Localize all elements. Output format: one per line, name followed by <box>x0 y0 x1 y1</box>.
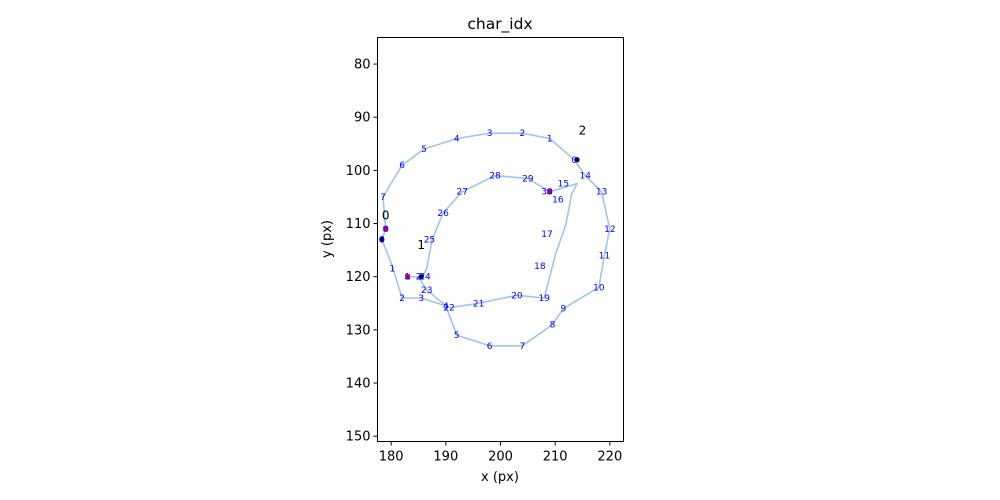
point-label-29: 21 <box>473 299 484 309</box>
point-label-22: 7 <box>380 193 386 203</box>
point-label-39: 27 <box>457 188 468 198</box>
x-tick-label-2: 200 <box>488 450 513 465</box>
x-axis: 180 190 200 210 220 <box>379 441 622 465</box>
point-label-40: 26 <box>437 209 449 219</box>
point-label-13: 13 <box>596 188 607 198</box>
series-line-0 <box>381 132 611 347</box>
point-label-6: 6 <box>487 342 493 352</box>
point-label-17: 2 <box>519 129 525 139</box>
end-marker-2 <box>574 157 580 163</box>
stroke-label-1: 1 <box>417 238 425 252</box>
point-label-31: 19 <box>539 294 551 304</box>
point-label-18: 3 <box>487 129 493 139</box>
point-label-32: 18 <box>534 262 546 272</box>
point-label-0: 0 <box>383 225 389 235</box>
point-label-30: 20 <box>511 291 523 301</box>
point-label-36: 30 <box>541 188 553 198</box>
y-tick-label-1: 90 <box>354 111 371 126</box>
point-label-37: 29 <box>522 174 534 184</box>
y-tick-label-4: 120 <box>346 270 371 285</box>
start-marker-1 <box>405 274 411 280</box>
point-label-21: 6 <box>399 161 405 171</box>
point-label-20: 5 <box>421 145 427 155</box>
point-label-8: 8 <box>550 321 556 331</box>
y-tick-label-3: 110 <box>346 217 371 232</box>
point-label-41: 25 <box>424 236 435 246</box>
point-label-14: 14 <box>580 172 592 182</box>
point-label-33: 17 <box>541 230 552 240</box>
y-tick-label-7: 150 <box>346 430 371 445</box>
point-label-25: 2 <box>416 273 422 283</box>
point-label-24: 1 <box>405 273 411 283</box>
point-label-7: 7 <box>519 342 525 352</box>
point-label-10: 10 <box>593 283 605 293</box>
point-label-34: 16 <box>552 196 564 206</box>
point-label-38: 28 <box>489 172 501 182</box>
x-axis-label: x (px) <box>481 470 519 485</box>
y-tick-label-6: 140 <box>346 377 371 392</box>
end-marker-0 <box>379 236 385 243</box>
point-label-3: 3 <box>418 294 424 304</box>
point-label-1: 1 <box>389 265 395 275</box>
point-label-19: 4 <box>454 135 460 145</box>
start-marker-2 <box>547 189 553 195</box>
plot-frame <box>377 37 624 442</box>
point-label-2: 2 <box>399 294 405 304</box>
y-tick-label-2: 100 <box>346 164 371 179</box>
point-label-9: 9 <box>560 305 566 315</box>
point-label-12: 12 <box>604 225 615 235</box>
point-label-23: 8 <box>379 236 385 246</box>
point-label-16: 1 <box>547 135 553 145</box>
chart-title: char_idx <box>467 15 532 34</box>
y-tick-label-0: 80 <box>354 58 371 73</box>
start-marker-0 <box>383 226 389 232</box>
point-label-5: 5 <box>454 331 460 341</box>
end-marker-1 <box>418 274 424 280</box>
y-tick-label-5: 130 <box>346 323 371 338</box>
series-line-1 <box>407 174 578 309</box>
point-label-15: 0 <box>571 156 577 166</box>
point-label-26: 24 <box>419 273 431 283</box>
point-label-28: 22 <box>443 304 454 314</box>
x-tick-label-1: 190 <box>433 450 458 465</box>
stroke-label-2: 2 <box>579 124 587 138</box>
y-axis: 80 90 100 110 120 130 140 150 <box>346 58 378 445</box>
stroke-label-0: 0 <box>382 209 390 223</box>
point-label-35: 15 <box>558 180 569 190</box>
x-tick-label-0: 180 <box>379 450 404 465</box>
point-label-27: 23 <box>421 286 432 296</box>
point-label-4: 4 <box>443 302 449 312</box>
x-tick-label-3: 210 <box>543 450 568 465</box>
y-axis-label: y (px) <box>320 220 335 258</box>
x-tick-label-4: 220 <box>597 450 622 465</box>
point-label-11: 11 <box>599 251 610 261</box>
